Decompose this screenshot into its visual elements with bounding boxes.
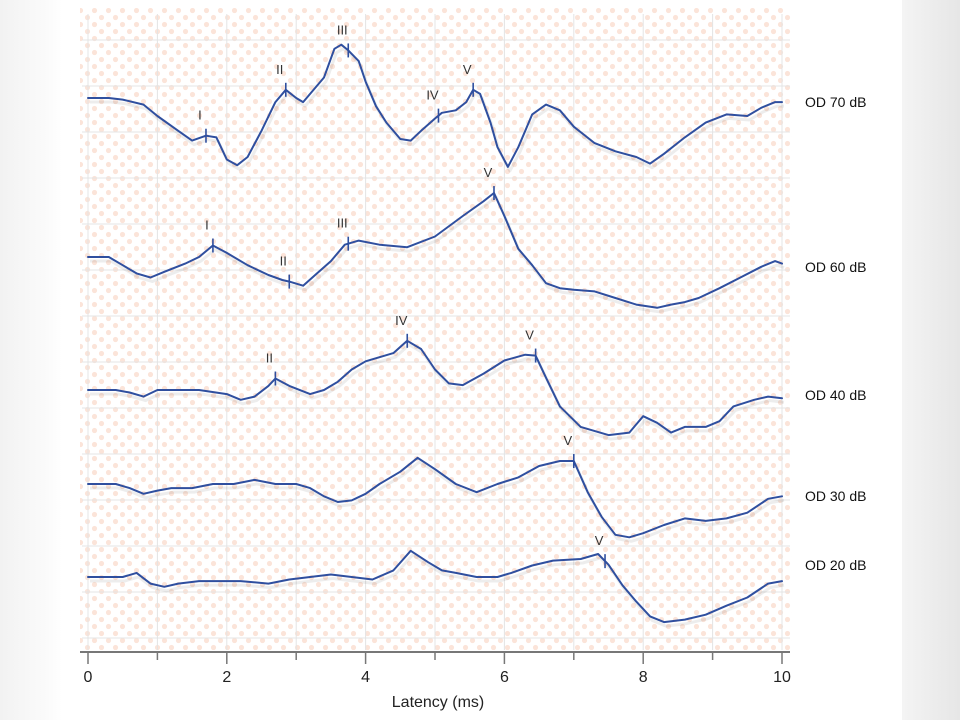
peak-label: II xyxy=(276,62,283,77)
peak-label: V xyxy=(463,62,472,77)
waveform-trace xyxy=(87,339,783,437)
x-tick-label: 2 xyxy=(222,669,231,686)
intensity-label: OD 30 dB xyxy=(805,488,866,504)
peak-label: IV xyxy=(395,313,408,328)
peak-label: III xyxy=(337,216,348,231)
waveform-trace xyxy=(87,456,783,539)
x-axis-title: Latency (ms) xyxy=(392,694,484,711)
x-tick-label: 0 xyxy=(84,669,93,686)
x-tick-label: 8 xyxy=(639,669,648,686)
x-tick-label: 10 xyxy=(773,669,791,686)
peak-label: I xyxy=(198,108,202,123)
peak-label: III xyxy=(337,22,348,37)
waveform-trace xyxy=(87,192,783,309)
intensity-label: OD 20 dB xyxy=(805,557,866,573)
trace-shadow xyxy=(90,195,785,314)
x-tick-label: 4 xyxy=(361,669,370,686)
left-margin-panel xyxy=(0,0,62,720)
waveform-trace xyxy=(87,549,783,624)
waveform-traces xyxy=(87,43,785,628)
x-axis: 0 2 4 6 8 10 xyxy=(80,651,791,686)
peak-label: I xyxy=(205,218,209,233)
intensity-label: OD 70 dB xyxy=(805,94,866,110)
peak-label: IV xyxy=(426,88,439,103)
peak-label: V xyxy=(484,165,493,180)
peak-label: II xyxy=(280,254,287,269)
right-margin-panel xyxy=(902,0,960,720)
waveform-trace xyxy=(87,43,783,168)
grid-lines xyxy=(82,14,790,650)
x-tick-label: 6 xyxy=(500,669,509,686)
intensity-label: OD 40 dB xyxy=(805,387,866,403)
peak-label: V xyxy=(563,433,572,448)
plot-background xyxy=(80,8,792,650)
intensity-labels: OD 70 dB OD 60 dB OD 40 dB OD 30 dB OD 20 dB xyxy=(805,94,866,573)
trace-shadow xyxy=(90,47,784,173)
peak-label: V xyxy=(595,533,604,548)
peak-label: V xyxy=(525,328,534,343)
peak-label: II xyxy=(266,351,273,366)
intensity-label: OD 60 dB xyxy=(805,259,866,275)
trace-shadow xyxy=(90,460,785,543)
trace-shadow xyxy=(90,553,785,628)
